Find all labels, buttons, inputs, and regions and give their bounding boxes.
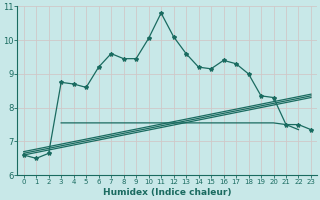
X-axis label: Humidex (Indice chaleur): Humidex (Indice chaleur): [103, 188, 232, 197]
